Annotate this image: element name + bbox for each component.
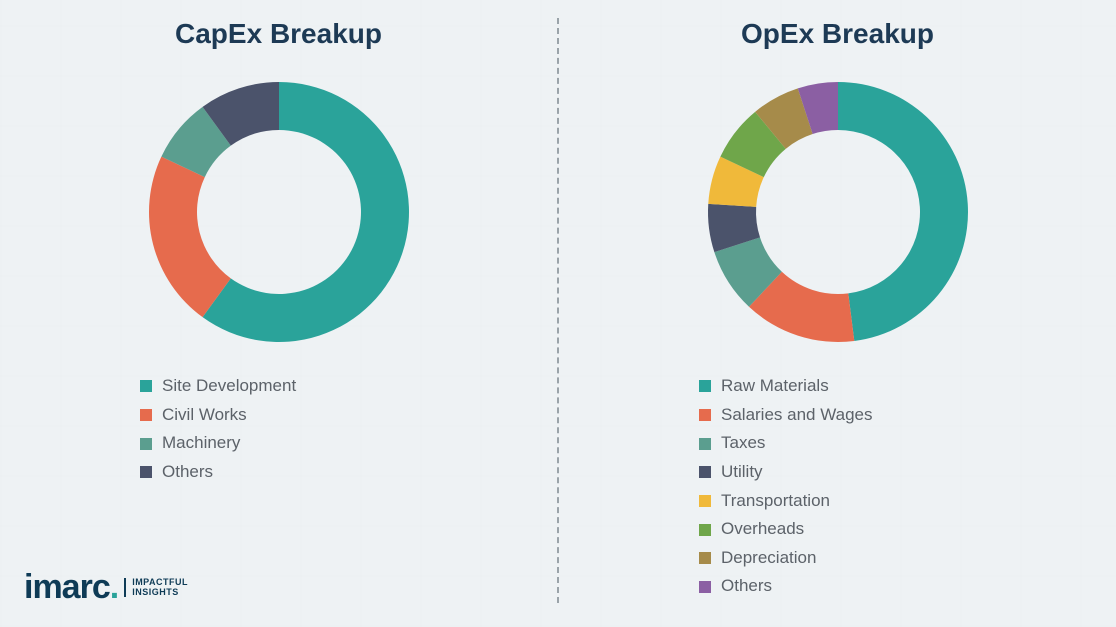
- opex-donut-svg: [688, 62, 988, 362]
- opex-panel: OpEx Breakup Raw Materials Salaries and W…: [559, 0, 1116, 627]
- legend-item: Transportation: [699, 489, 873, 514]
- capex-donut: [129, 62, 429, 362]
- legend-label: Taxes: [721, 431, 765, 456]
- legend-item: Machinery: [140, 431, 296, 456]
- legend-item: Civil Works: [140, 403, 296, 428]
- legend-swatch: [699, 524, 711, 536]
- legend-label: Salaries and Wages: [721, 403, 873, 428]
- legend-swatch: [140, 438, 152, 450]
- legend-swatch: [699, 380, 711, 392]
- capex-title: CapEx Breakup: [175, 18, 382, 50]
- legend-swatch: [699, 581, 711, 593]
- capex-panel: CapEx Breakup Site Development Civil Work…: [0, 0, 557, 627]
- legend-label: Utility: [721, 460, 763, 485]
- legend-label: Depreciation: [721, 546, 816, 571]
- legend-item: Depreciation: [699, 546, 873, 571]
- opex-legend: Raw Materials Salaries and Wages Taxes Util…: [699, 370, 873, 603]
- legend-label: Machinery: [162, 431, 240, 456]
- legend-item: Site Development: [140, 374, 296, 399]
- donut-slice: [148, 157, 230, 318]
- page-root: CapEx Breakup Site Development Civil Work…: [0, 0, 1116, 627]
- capex-legend: Site Development Civil Works Machinery Othe…: [140, 370, 296, 489]
- legend-swatch: [699, 466, 711, 478]
- legend-item: Others: [140, 460, 296, 485]
- legend-label: Others: [721, 574, 772, 599]
- legend-item: Taxes: [699, 431, 873, 456]
- legend-swatch: [140, 380, 152, 392]
- logo-text-1: imarc: [24, 568, 110, 606]
- legend-swatch: [699, 552, 711, 564]
- legend-item: Salaries and Wages: [699, 403, 873, 428]
- legend-label: Overheads: [721, 517, 804, 542]
- capex-donut-svg: [129, 62, 429, 362]
- legend-label: Others: [162, 460, 213, 485]
- logo-dot-icon: .: [110, 568, 118, 606]
- legend-swatch: [140, 466, 152, 478]
- legend-swatch: [699, 409, 711, 421]
- legend-label: Civil Works: [162, 403, 247, 428]
- legend-item: Others: [699, 574, 873, 599]
- legend-item: Raw Materials: [699, 374, 873, 399]
- legend-swatch: [699, 495, 711, 507]
- legend-swatch: [699, 438, 711, 450]
- logo-tag-line2: INSIGHTS: [132, 587, 179, 597]
- brand-logo: imarc. IMPACTFUL INSIGHTS: [24, 568, 188, 607]
- legend-label: Transportation: [721, 489, 830, 514]
- legend-label: Raw Materials: [721, 374, 829, 399]
- opex-title: OpEx Breakup: [741, 18, 934, 50]
- opex-donut: [688, 62, 988, 362]
- legend-item: Utility: [699, 460, 873, 485]
- legend-label: Site Development: [162, 374, 296, 399]
- logo-tagline: IMPACTFUL INSIGHTS: [124, 578, 188, 597]
- legend-swatch: [140, 409, 152, 421]
- donut-slice: [838, 82, 968, 341]
- logo-mark: imarc.: [24, 568, 118, 607]
- legend-item: Overheads: [699, 517, 873, 542]
